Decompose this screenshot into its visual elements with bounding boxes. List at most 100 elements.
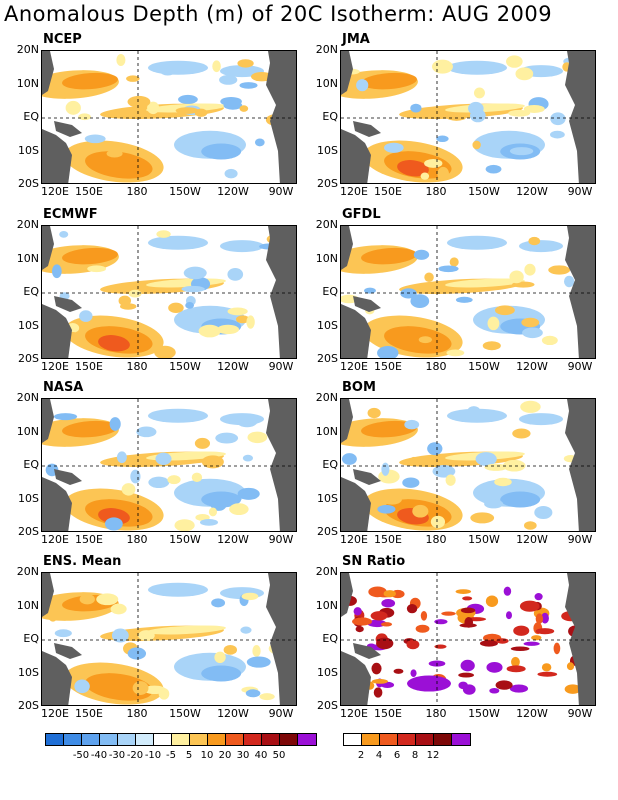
map-panel [340, 398, 596, 532]
anomaly-patch [215, 432, 239, 444]
lat-tick-label: 10N [16, 424, 39, 438]
land-americas [565, 51, 595, 183]
anomaly-patch [237, 487, 260, 500]
colorbar-swatch [244, 734, 262, 745]
lat-tick-label: EQ [322, 458, 338, 471]
warm-anomaly-equatorial-edge [445, 278, 525, 288]
colorbar-swatch [362, 734, 380, 745]
lon-tick-label: 150W [468, 707, 500, 720]
sn-ratio-patch [371, 678, 389, 684]
lat-tick-label: EQ [322, 632, 338, 645]
sn-ratio-patch [519, 600, 540, 612]
anomaly-patch [246, 315, 255, 329]
anomaly-patch [418, 336, 432, 344]
sn-ratio-patch [566, 662, 575, 671]
map-panel [41, 50, 297, 184]
anomaly-patch [445, 474, 456, 486]
anomaly-patch [470, 108, 486, 123]
anomaly-patch [181, 285, 205, 293]
lat-tick-label: 10N [16, 251, 39, 265]
anomaly-patch [470, 512, 495, 524]
sn-ratio-patch [535, 613, 544, 624]
cold-anomaly-north [447, 235, 507, 250]
land-new-guinea [353, 121, 381, 137]
anomaly-patch [219, 74, 238, 85]
anomaly-patch [410, 103, 422, 113]
anomaly-patch [438, 265, 459, 273]
sn-ratio-patch [485, 595, 499, 607]
anomaly-patch [116, 53, 126, 67]
lon-tick-label: 120E [41, 707, 69, 720]
anomaly-patch [508, 109, 531, 117]
figure-title: Anomalous Depth (m) of 20C Isotherm: AUG… [4, 2, 553, 26]
cold-anomaly-north [447, 60, 507, 75]
anomaly-patch [227, 267, 244, 281]
warm-anomaly-south-core [384, 326, 452, 354]
anomaly-patch [194, 437, 211, 449]
lon-tick-label: 120E [41, 185, 69, 198]
sn-ratio-patch [489, 687, 500, 694]
lon-tick-label: 120E [41, 533, 69, 546]
colorbar-swatch [172, 734, 190, 745]
lon-tick-label: 120W [217, 360, 249, 373]
colorbar-tick-label: -20 [126, 750, 144, 761]
lat-tick-label: 20N [16, 565, 39, 578]
anomaly-patch [142, 685, 167, 695]
anomaly-patch [254, 138, 265, 147]
anomaly-patch [252, 645, 261, 657]
lon-tick-label: 180 [126, 185, 148, 198]
anomaly-patch [198, 324, 221, 338]
colorbar-swatch [136, 734, 154, 745]
panel-label: ECMWF [43, 207, 98, 222]
anomaly-patch [223, 101, 243, 110]
land-americas [266, 399, 296, 531]
map-panel [41, 225, 297, 359]
anomaly-patch [449, 257, 459, 267]
sn-ratio-patch [553, 642, 561, 655]
colorbar-swatch [190, 734, 208, 745]
lon-tick-label: 120E [41, 360, 69, 373]
cold-anomaly-north [148, 582, 208, 597]
cold-anomaly-northeast [519, 240, 563, 253]
lat-tick-label: EQ [23, 632, 39, 645]
cold-anomaly-north [148, 408, 208, 423]
colorbar-tick-label: -40 [90, 750, 108, 761]
sn-ratio-patch [455, 589, 472, 594]
lon-tick-label: 150W [468, 533, 500, 546]
anomaly-patch [155, 452, 172, 465]
lat-tick-label: 20S [317, 352, 338, 365]
anomaly-patch [148, 476, 170, 489]
lat-tick-label: EQ [23, 110, 39, 123]
colorbar-swatch [46, 734, 64, 745]
map-panel [340, 225, 596, 359]
anomaly-patch [484, 499, 504, 509]
land-asia [42, 399, 54, 443]
colorbar-swatch [416, 734, 434, 745]
land-americas [266, 51, 296, 183]
anomaly-patch [400, 288, 417, 299]
warm-anomaly-north-core [62, 72, 118, 90]
sn-ratio-patch [523, 641, 540, 646]
land-asia [341, 226, 353, 270]
map-field [42, 573, 296, 705]
lat-tick-label: 10S [317, 143, 338, 157]
anomaly-patch [211, 598, 226, 608]
cold-anomaly-north [148, 60, 208, 75]
sn-ratio-patch [531, 635, 542, 641]
lat-tick-label: 10N [315, 598, 338, 612]
colorbar-tick-label: 2 [357, 750, 365, 761]
lon-tick-label: 120W [516, 185, 548, 198]
land-australia [42, 477, 72, 531]
anomaly-patch [541, 335, 558, 346]
anomaly-patch [160, 68, 176, 76]
lon-tick-label: 150W [169, 533, 201, 546]
land-americas [565, 226, 595, 358]
anomaly-patch [245, 689, 261, 698]
anomaly-patch [420, 172, 430, 180]
anomaly-patch [523, 521, 537, 530]
lat-tick-label: 20S [18, 525, 39, 538]
anomaly-patch [235, 413, 259, 428]
anomaly-patch [214, 651, 226, 664]
sn-ratio-patch [509, 684, 529, 693]
lat-tick-label: 10S [317, 665, 338, 679]
